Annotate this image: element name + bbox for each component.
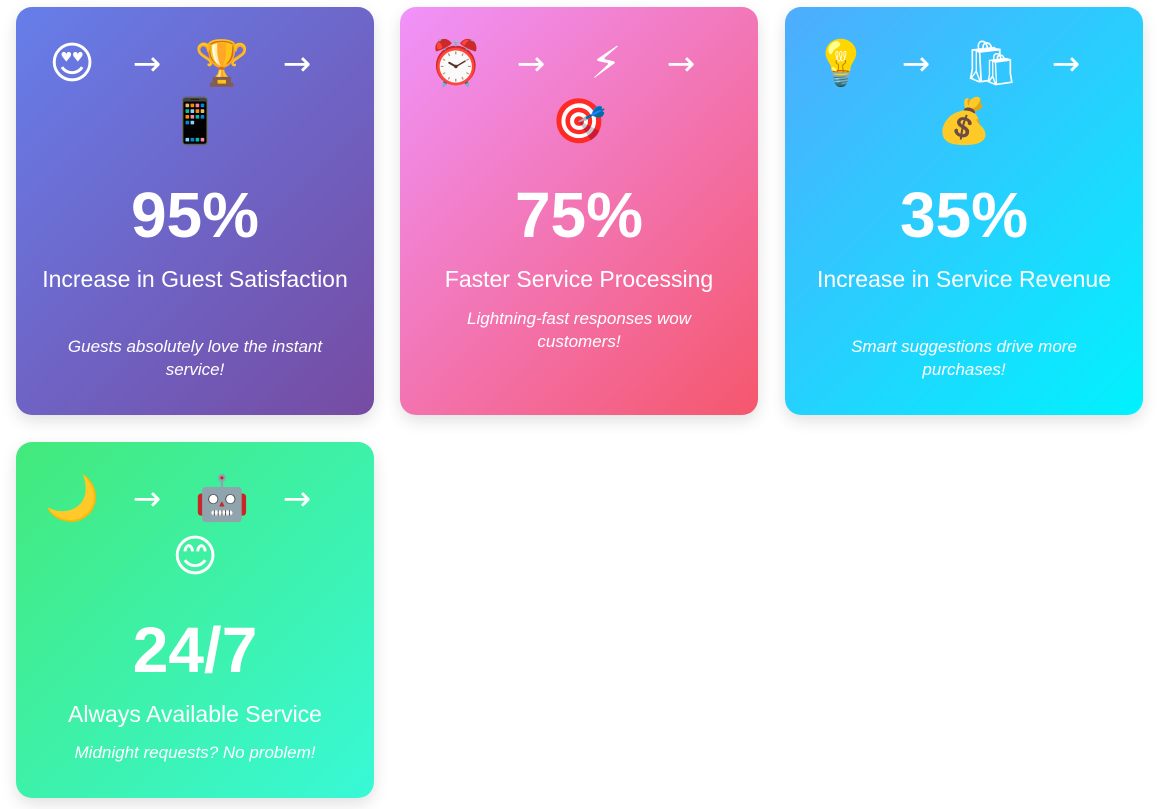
robot-icon: 🤖	[194, 474, 250, 523]
lightning-icon: ⚡	[590, 39, 622, 88]
stat-label: Faster Service Processing	[444, 266, 714, 292]
icon-flow: ⏰ → ⚡ → 🎯	[418, 37, 740, 149]
target-icon: 🎯	[551, 97, 607, 146]
smiling-face-icon: 😊	[172, 532, 218, 581]
arrow-icon: →	[666, 44, 696, 84]
stat-label: Always Available Service	[68, 701, 322, 727]
stat-value: 95%	[130, 179, 260, 251]
stat-value: 75%	[514, 179, 644, 251]
crescent-moon-icon: 🌙	[44, 474, 100, 523]
stat-description: Guests absolutely love the instant servi…	[67, 337, 323, 379]
arrow-icon: →	[1051, 44, 1081, 84]
arrow-icon: →	[132, 479, 162, 519]
icon-flow: 💡 → 🛍 → 💰	[803, 37, 1125, 149]
stat-description: Smart suggestions drive more purchases!	[851, 337, 1077, 379]
trophy-icon: 🏆	[194, 39, 250, 88]
stat-card-guest-satisfaction: 😍 → 🏆 → 📱 95% Increase in Guest Satisfac…	[16, 7, 374, 415]
stat-description: Midnight requests? No problem!	[74, 743, 316, 762]
arrow-icon: →	[282, 44, 312, 84]
stat-label: Increase in Guest Satisfaction	[42, 266, 348, 292]
mobile-phone-icon: 📱	[167, 97, 223, 146]
shopping-bags-icon: 🛍	[963, 39, 1019, 88]
stat-card-always-available: 🌙 → 🤖 → 😊 24/7 Always Available Service …	[16, 442, 374, 798]
icon-flow: 🌙 → 🤖 → 😊	[34, 472, 356, 584]
stat-card-service-processing: ⏰ → ⚡ → 🎯 75% Faster Service Processing …	[400, 7, 758, 415]
arrow-icon: →	[901, 44, 931, 84]
money-bag-icon: 💰	[936, 97, 992, 146]
stat-card-service-revenue: 💡 → 🛍 → 💰 35% Increase in Service Revenu…	[785, 7, 1143, 415]
light-bulb-icon: 💡	[813, 39, 869, 88]
heart-eyes-icon: 😍	[49, 39, 95, 88]
arrow-icon: →	[516, 44, 546, 84]
stat-value: 24/7	[132, 614, 258, 686]
arrow-icon: →	[132, 44, 162, 84]
stat-description: Lightning-fast responses wow customers!	[467, 309, 691, 351]
stat-label: Increase in Service Revenue	[816, 266, 1112, 292]
icon-flow: 😍 → 🏆 → 📱	[34, 37, 356, 149]
stat-value: 35%	[899, 179, 1029, 251]
alarm-clock-icon: ⏰	[428, 39, 484, 88]
arrow-icon: →	[282, 479, 312, 519]
